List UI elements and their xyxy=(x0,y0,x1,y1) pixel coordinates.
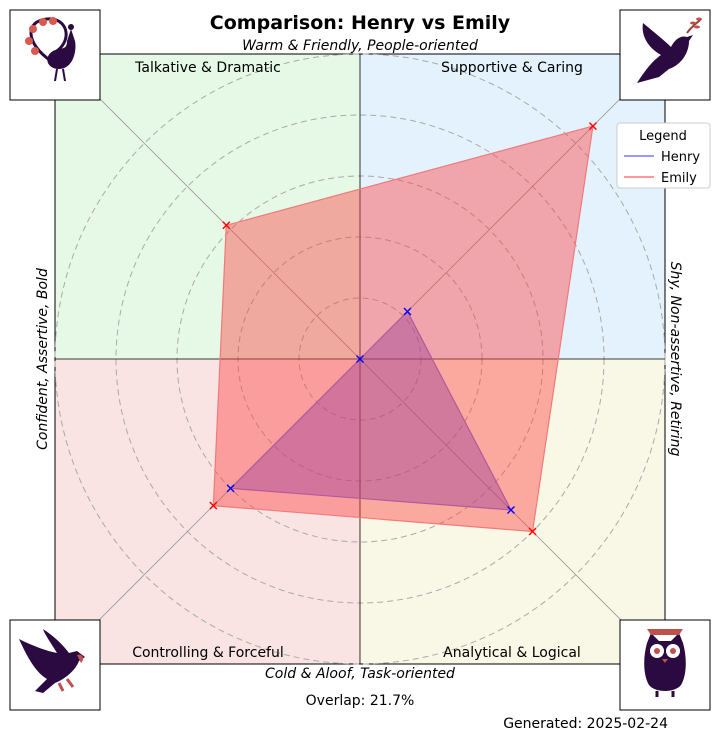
point-emily-3 xyxy=(222,221,231,230)
point-henry-2 xyxy=(226,484,235,493)
generated-annotation: Generated: 2025-02-24 xyxy=(503,716,668,732)
point-emily-2 xyxy=(209,501,218,510)
quadrant-label-bottom-right: Analytical & Logical xyxy=(443,645,581,661)
axis-label-bottom: Cold & Aloof, Task-oriented xyxy=(265,666,455,682)
peacock-icon xyxy=(9,9,101,101)
overlap-annotation: Overlap: 21.7% xyxy=(306,693,415,709)
legend: Legend Henry Emily xyxy=(616,122,711,189)
point-henry-3 xyxy=(356,355,364,363)
chart-title: Comparison: Henry vs Emily xyxy=(210,12,511,34)
point-emily-1 xyxy=(528,527,537,536)
axis-label-right: Shy, Non-assertive, Retiring xyxy=(667,262,683,457)
quadrant-label-bottom-left: Controlling & Forceful xyxy=(132,645,284,661)
quadrant-label-top-left: Talkative & Dramatic xyxy=(134,60,281,76)
point-emily-0 xyxy=(588,122,597,131)
legend-entry-emily: Emily xyxy=(661,171,697,186)
point-henry-0 xyxy=(403,307,412,316)
legend-title: Legend xyxy=(639,129,687,144)
point-henry-1 xyxy=(506,505,515,514)
quadrant-label-top-right: Supportive & Caring xyxy=(441,60,583,76)
dove-icon xyxy=(619,9,711,101)
owl-icon xyxy=(619,619,711,711)
eagle-icon xyxy=(9,619,101,711)
axis-label-top: Warm & Friendly, People-oriented xyxy=(242,38,478,54)
legend-entry-henry: Henry xyxy=(661,150,700,165)
axis-label-left: Confident, Assertive, Bold xyxy=(35,268,51,450)
